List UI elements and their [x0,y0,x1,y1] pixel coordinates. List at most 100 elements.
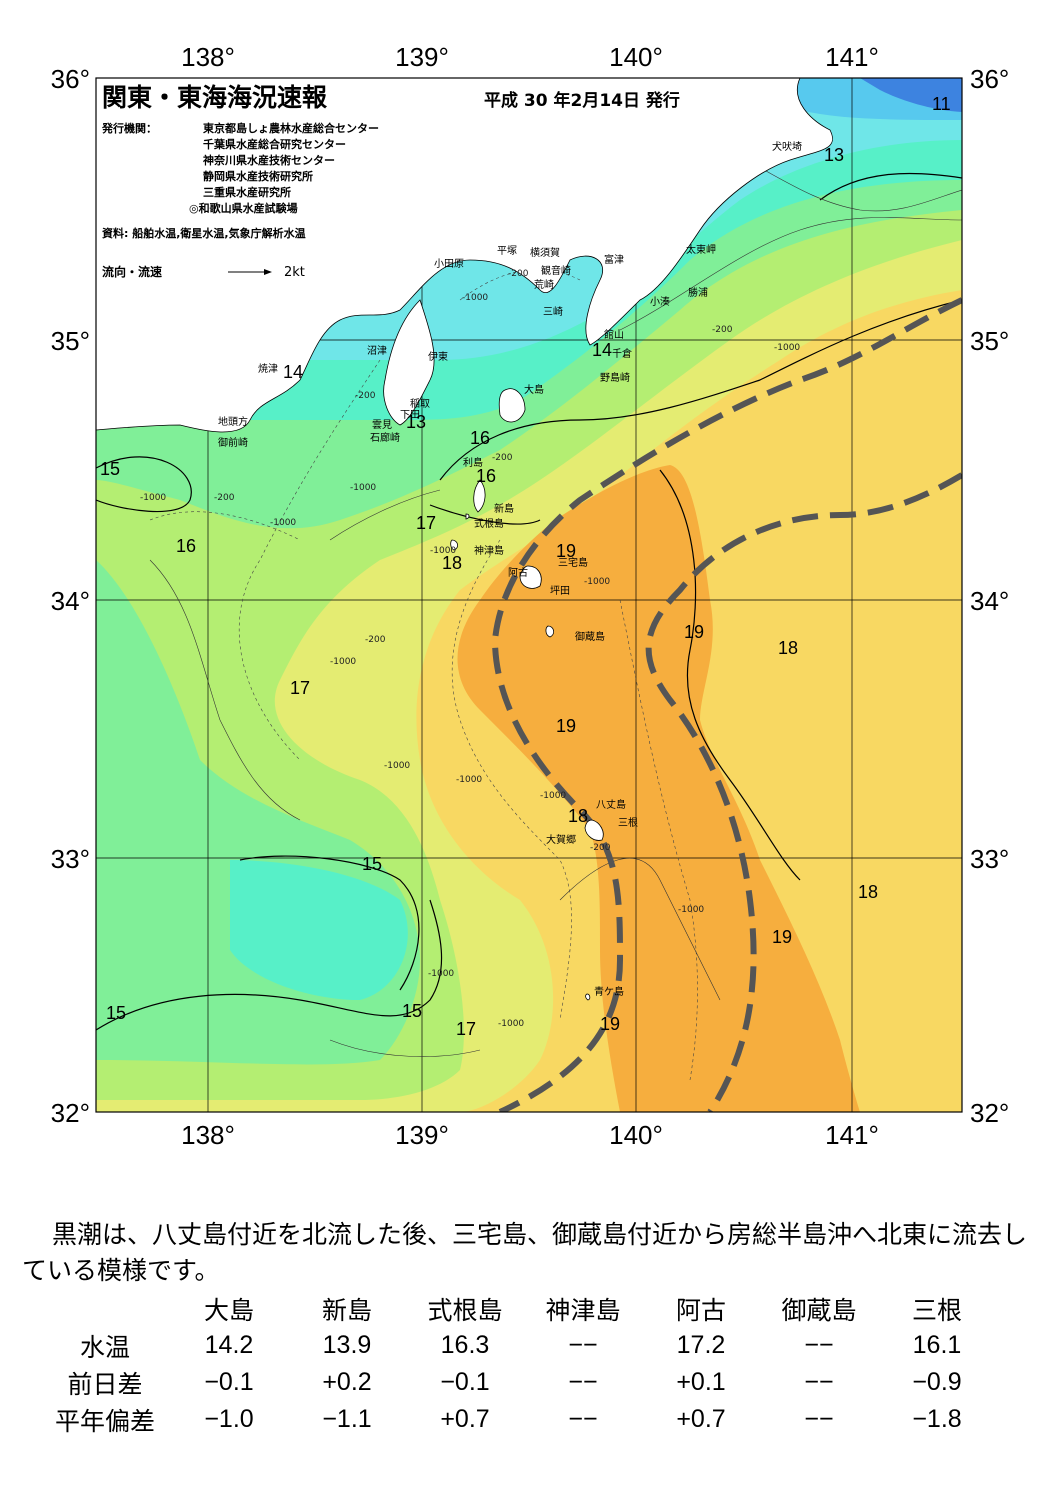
observation-table: 大島 新島 式根島 神津島 阿古 御蔵島 三根 水温 14.2 13.9 16.… [40,1290,996,1438]
place-label: 伊東 [428,350,448,363]
issue-date: 平成 30 年2月14日 発行 [484,90,680,111]
isotherm-label: 18 [858,882,878,902]
place-label: 石廊崎 [370,431,400,444]
place-label: 下田 [400,410,420,421]
lat-labels-right: 36° 35° 34° 33° 32° [970,64,1009,1128]
lat-label: 34° [51,586,90,616]
column-header: 大島 [203,1295,254,1325]
table-cell: 16.3 [440,1331,490,1359]
lon-label: 140° [609,42,663,72]
table-cell: −− [804,1405,834,1433]
place-label: 青ケ島 [594,985,624,998]
place-label: 野島崎 [600,371,630,384]
depth-label: -200 [355,391,376,401]
place-label: 沼津 [367,344,387,357]
lat-label: 35° [970,326,1009,356]
table-cell: −0.1 [440,1368,490,1396]
map-frame [95,77,963,1113]
map-title: 関東・東海海況速報 [102,83,328,112]
depth-label: -1000 [428,969,454,979]
shikine-island [465,513,470,520]
isotherm-label: 15 [100,459,120,479]
isotherm-label: 15 [402,1001,422,1021]
isotherm-label: 18 [442,553,462,573]
depth-label: -1000 [498,1019,524,1029]
place-label: 小湊 [650,295,670,308]
issuer-item: 三重県水産研究所 [203,185,291,199]
isotherm-label: 15 [362,854,382,874]
place-label: 大賀郷 [546,833,576,846]
place-label: 阿古 [508,566,528,579]
place-label: 坪田 [550,584,570,597]
toshima-niijima [473,479,486,513]
column-header: 御蔵島 [781,1295,857,1325]
place-label: 大島 [524,383,544,396]
mikura-island [545,625,554,638]
lat-label: 33° [51,844,90,874]
column-header: 式根島 [427,1295,503,1325]
isotherm-label: 17 [290,678,310,698]
depth-label: -200 [508,269,529,279]
depth-label: -200 [492,453,513,463]
isotherm-label: 16 [476,466,496,486]
summary-text: 黒潮は、八丈島付近を北流した後、三宅島、御蔵島付近から房総半島沖へ北東に流去して… [22,1220,1028,1285]
place-label: 富津 [604,253,624,266]
issuer-item: 神奈川県水産技術センター [203,153,335,167]
place-label: 式根島 [474,517,504,530]
table-cell: +0.7 [676,1405,726,1433]
place-names: 犬吠埼 平塚 横須賀 小田原 富津 太東岬 観音崎 荒崎 勝浦 三崎 小湊 館山… [218,140,802,998]
current-legend-speed: 2kt [284,265,305,280]
lat-label: 35° [51,326,90,356]
table-cell: −1.1 [322,1405,372,1433]
honshu-coast [95,77,833,433]
issuer-label: 発行機関： [101,121,157,135]
isotherm-label: 11 [932,94,951,114]
isotherm-label: 19 [684,622,704,642]
place-label: 横須賀 [530,246,560,259]
place-label: 神津島 [474,544,504,557]
row-header: 平年偏差 [54,1406,155,1436]
data-source: 資料: 船舶水温,衛星水温,気象庁解析水温 [102,226,306,240]
lat-label: 32° [970,1098,1009,1128]
place-label: 御蔵島 [575,630,605,643]
place-label: 平塚 [497,245,517,257]
depth-labels: -200 -200 -1000 -1000 -1000 -200 -1000 -… [140,269,800,1029]
isotherm-label: 16 [470,428,490,448]
table-cell: 14.2 [204,1331,254,1359]
depth-label: -1000 [678,905,704,915]
table-cell: −0.1 [204,1368,254,1396]
isotherm-label: 19 [600,1014,620,1034]
place-label: 犬吠埼 [772,140,802,153]
depth-label: -1000 [430,546,456,556]
current-legend-arrow-icon [228,269,272,275]
hachijo-island [584,819,604,841]
place-label: 勝浦 [688,286,708,299]
isotherm-label: 17 [416,513,436,533]
table-row: 水温 14.2 13.9 16.3 −− 17.2 −− 16.1 [40,1327,996,1364]
isotherm-label: 16 [176,536,196,556]
place-label: 小田原 [434,258,464,270]
depth-label: -200 [590,843,611,853]
isotherm-label: 19 [556,541,576,561]
aogashima-island [585,993,591,1001]
place-label: 地頭方 [218,415,248,428]
place-label: 利島 [463,456,483,469]
lon-label: 138° [181,1120,235,1150]
place-label: 千倉 [612,347,632,360]
lat-label: 34° [970,586,1009,616]
isotherm-label: 14 [592,340,612,360]
isotherm-label: 13 [406,412,426,432]
table-cell: −0.9 [912,1368,962,1396]
place-label: 三崎 [543,305,563,318]
issuer-item: 千葉県水産総合研究センター [203,137,346,151]
place-label: 三根 [618,816,638,829]
depth-label: -1000 [270,518,296,528]
place-label: 観音崎 [541,264,571,277]
lat-label: 36° [970,64,1009,94]
isotherm-label: 17 [456,1019,476,1039]
lon-labels-bottom: 138° 139° 140° 141° [181,1120,879,1150]
place-label: 雲見 [372,419,392,431]
isotherm-label: 14 [283,362,303,382]
table-cell: −− [804,1331,834,1359]
table-cell: −− [804,1368,834,1396]
